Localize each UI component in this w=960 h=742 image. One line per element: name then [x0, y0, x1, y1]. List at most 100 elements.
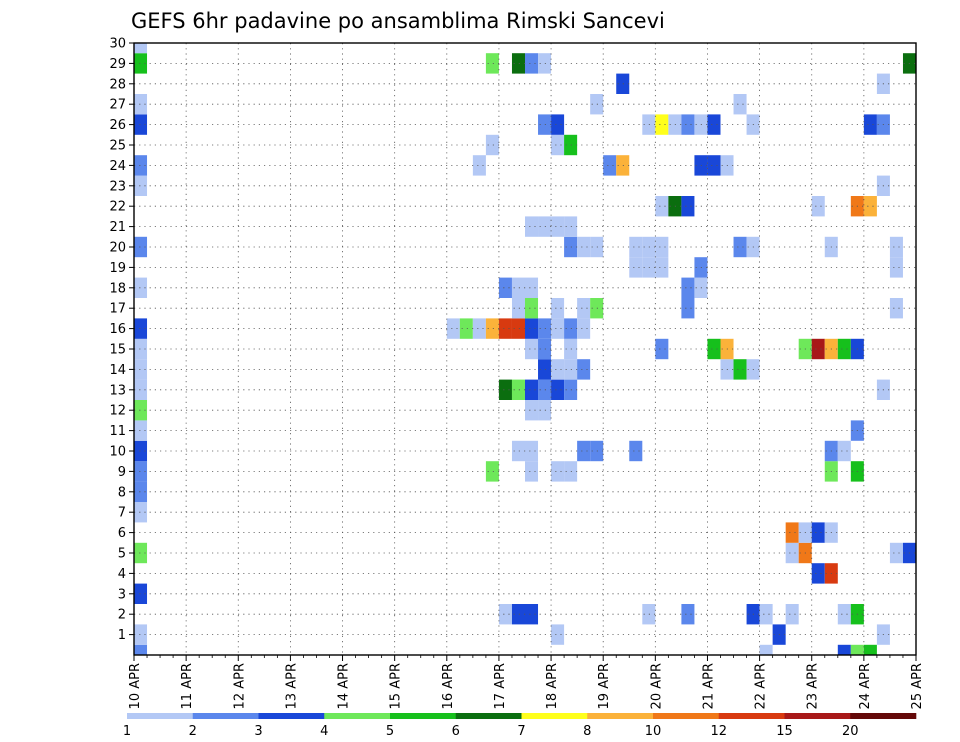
x-tick-label: 25 APR	[910, 663, 925, 709]
heatmap-cell	[655, 236, 669, 258]
y-tick-label: 7	[118, 506, 126, 521]
heatmap-cell	[134, 583, 148, 604]
heatmap-cell	[551, 379, 565, 400]
y-tick-label: 15	[109, 343, 126, 358]
x-tick-label: 24 APR	[858, 663, 873, 709]
y-tick-label: 12	[109, 404, 126, 419]
heatmap-cell	[863, 196, 877, 217]
y-tick-label: 20	[109, 241, 126, 256]
heatmap-cell	[551, 134, 565, 156]
heatmap-cell	[134, 114, 148, 135]
heatmap-cell	[538, 53, 552, 74]
heatmap-cell	[134, 236, 148, 258]
heatmap-cell	[681, 277, 695, 298]
heatmap-cell	[785, 604, 799, 625]
y-axis: 1234567891011121314151617181920212223242…	[109, 37, 134, 643]
heatmap-cell	[525, 216, 539, 237]
colorbar-swatch	[850, 713, 917, 719]
heatmap-cell	[681, 604, 695, 625]
heatmap-cell	[707, 338, 721, 360]
heatmap-cell	[134, 155, 148, 176]
heatmap-cell	[837, 644, 851, 655]
y-tick-label: 21	[109, 220, 126, 235]
heatmap-cell	[733, 94, 747, 115]
heatmap-cell	[485, 53, 499, 74]
y-tick-label: 3	[118, 587, 126, 602]
x-tick-label: 20 APR	[649, 663, 664, 709]
heatmap-cell	[525, 461, 539, 482]
heatmap-cell	[134, 624, 148, 645]
x-tick-label: 14 APR	[337, 663, 352, 709]
heatmap-cell	[681, 196, 695, 217]
y-tick-label: 29	[109, 57, 126, 72]
heatmap-cell	[525, 440, 539, 462]
x-tick-label: 18 APR	[545, 663, 560, 709]
heatmap-cell	[863, 644, 877, 655]
colorbar-label: 10	[645, 724, 662, 739]
heatmap-cell	[485, 134, 499, 156]
colorbar-swatch	[127, 713, 194, 719]
x-tick-label: 11 APR	[180, 663, 195, 709]
heatmap-cell	[811, 522, 825, 543]
y-tick-label: 26	[109, 118, 126, 133]
heatmap-cell	[498, 604, 512, 625]
heatmap-cell	[811, 338, 825, 360]
colorbar-label: 3	[254, 724, 262, 739]
heatmap-cell	[655, 338, 669, 360]
colorbar-label: 20	[842, 724, 859, 739]
heatmap-cell	[446, 318, 460, 339]
heatmap-cell	[134, 420, 148, 441]
heatmap-cell	[551, 318, 565, 339]
heatmap-cell	[538, 338, 552, 360]
x-tick-label: 19 APR	[597, 663, 612, 709]
heatmap-cell	[511, 277, 525, 298]
y-tick-label: 16	[109, 322, 126, 337]
chart-title: GEFS 6hr padavine po ansamblima Rimski S…	[131, 9, 665, 33]
heatmap-cell	[134, 43, 148, 54]
heatmap-cell	[681, 114, 695, 135]
heatmap-cell	[525, 604, 539, 625]
heatmap-cell	[577, 359, 591, 380]
heatmap-cell	[811, 196, 825, 217]
heatmap-cell	[551, 624, 565, 645]
colorbar-swatch	[390, 713, 457, 719]
heatmap-cell	[538, 216, 552, 237]
heatmap-cell	[616, 73, 630, 94]
heatmap-cell	[733, 236, 747, 258]
heatmap-cell	[459, 318, 473, 339]
heatmap-cell	[498, 379, 512, 400]
x-tick-label: 16 APR	[441, 663, 456, 709]
x-tick-label: 10 APR	[128, 663, 143, 709]
heatmap-cell	[551, 114, 565, 135]
heatmap-cell	[472, 318, 486, 339]
heatmap-cell	[863, 114, 877, 135]
heatmap-cell	[134, 461, 148, 482]
heatmap-cell	[134, 277, 148, 298]
heatmap-cell	[525, 318, 539, 339]
heatmap-cell	[525, 298, 539, 319]
heatmap-cell	[655, 196, 669, 217]
heatmap-cell	[134, 502, 148, 523]
heatmap-cell	[498, 277, 512, 298]
heatmap-cell	[134, 94, 148, 115]
colorbar-label: 12	[710, 724, 727, 739]
y-tick-label: 24	[109, 159, 126, 174]
heatmap-cell	[134, 318, 148, 339]
heatmap-cell	[511, 379, 525, 400]
heatmap-cell	[538, 359, 552, 380]
gridlines	[134, 43, 916, 655]
y-tick-label: 1	[118, 628, 126, 643]
colorbar-label: 15	[776, 724, 793, 739]
y-tick-label: 17	[109, 302, 126, 317]
heatmap-cell	[590, 236, 604, 258]
heatmap-cell	[629, 257, 643, 278]
heatmap-cell	[525, 53, 539, 74]
y-tick-label: 9	[118, 465, 126, 480]
heatmap-cell	[759, 644, 773, 655]
colorbar-legend: 1 2 3 4 5 6 7 8 10 12 15 20	[123, 713, 917, 739]
heatmap-cell	[485, 461, 499, 482]
heatmap-cell	[564, 379, 578, 400]
heatmap-cell	[590, 94, 604, 115]
heatmap-cell	[564, 318, 578, 339]
